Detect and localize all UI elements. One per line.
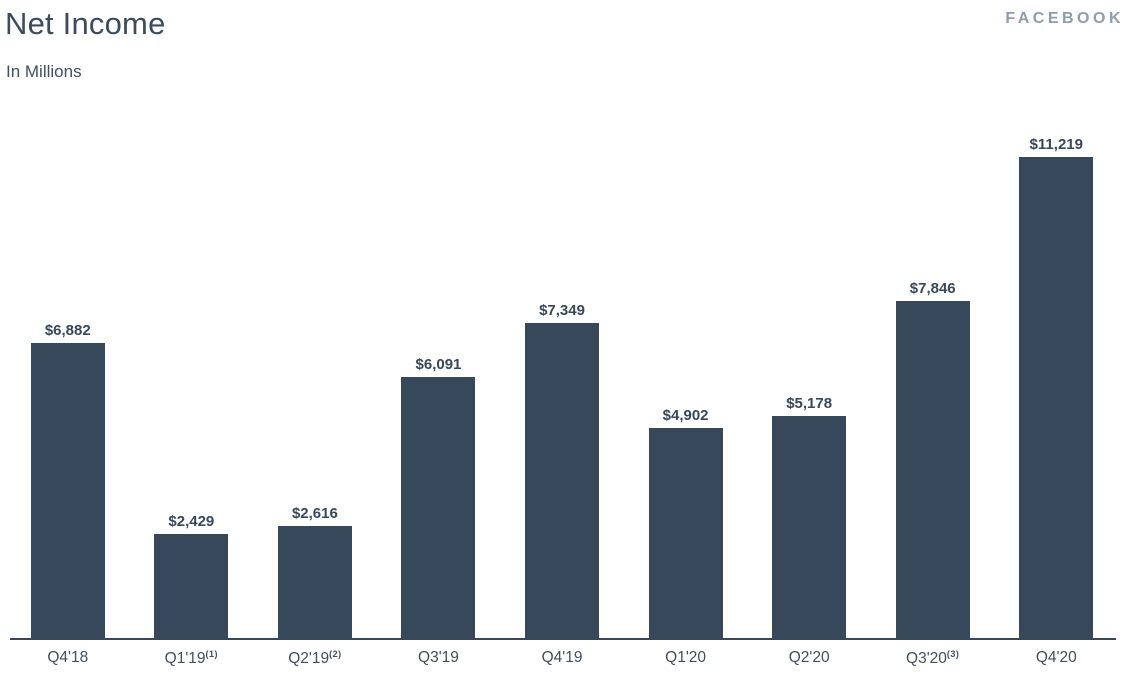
bar-value-label: $11,219 bbox=[1029, 136, 1083, 153]
tick-text: Q3'19 bbox=[418, 649, 459, 666]
bar bbox=[30, 343, 105, 638]
bar bbox=[401, 377, 476, 638]
page-title: Net Income bbox=[5, 6, 166, 41]
x-axis-tick-label: Q1'19(1) bbox=[130, 649, 254, 668]
bar bbox=[648, 428, 723, 638]
bar bbox=[772, 416, 847, 638]
bar-value-label: $7,349 bbox=[539, 302, 585, 319]
x-axis-tick-label: Q2'20 bbox=[747, 649, 871, 668]
x-axis-tick-label: Q4'20 bbox=[995, 649, 1119, 668]
bar-column: $2,616 bbox=[253, 505, 377, 638]
x-axis-tick-label: Q3'19 bbox=[377, 649, 501, 668]
x-axis-tick-label: Q1'20 bbox=[624, 649, 748, 668]
x-axis-tick-label: Q2'19(2) bbox=[253, 649, 377, 668]
x-axis-tick-label: Q4'19 bbox=[500, 649, 624, 668]
tick-text: Q4'18 bbox=[47, 649, 89, 666]
bar bbox=[154, 534, 229, 638]
bar bbox=[1019, 157, 1094, 638]
bar-column: $2,429 bbox=[130, 513, 254, 638]
bar-value-label: $6,091 bbox=[415, 356, 462, 373]
bar-value-label: $2,429 bbox=[168, 513, 215, 530]
bar-value-label: $6,882 bbox=[44, 322, 91, 339]
tick-text: Q1'20 bbox=[665, 649, 707, 666]
tick-text: Q4'20 bbox=[1035, 649, 1077, 666]
plot-area: $6,882 $2,429 $2,616 $6,091 $7,349 $4,902 $5,1… bbox=[6, 123, 1118, 638]
bar bbox=[525, 323, 600, 638]
tick-text: Q2'19 bbox=[288, 650, 330, 667]
bar-column: $11,219 bbox=[995, 136, 1119, 638]
bar-column: $7,349 bbox=[500, 302, 624, 638]
tick-footnote-superscript: (1) bbox=[205, 649, 219, 659]
page-subtitle: In Millions bbox=[6, 62, 82, 81]
x-axis-tick-label: Q4'18 bbox=[6, 649, 130, 668]
bar-column: $4,902 bbox=[624, 407, 748, 638]
bar-column: $5,178 bbox=[747, 395, 871, 638]
tick-text: Q1'19 bbox=[164, 650, 206, 667]
tick-text: Q2'20 bbox=[788, 649, 830, 666]
bar-value-label: $5,178 bbox=[786, 395, 833, 412]
x-axis-tick-label: Q3'20(3) bbox=[871, 649, 995, 668]
bar bbox=[277, 526, 352, 638]
bar-column: $6,882 bbox=[6, 322, 130, 638]
bar-column: $6,091 bbox=[377, 356, 501, 638]
tick-footnote-superscript: (2) bbox=[329, 649, 342, 659]
bar bbox=[895, 301, 970, 638]
x-axis-tick-row: Q4'18 Q1'19(1) Q2'19(2) Q3'19 Q4'19 Q1'20 Q2'2… bbox=[6, 649, 1118, 668]
tick-text: Q3'20 bbox=[906, 650, 947, 667]
tick-footnote-superscript: (3) bbox=[946, 649, 960, 659]
tick-text: Q4'19 bbox=[541, 649, 583, 666]
bar-value-label: $2,616 bbox=[291, 505, 338, 522]
bar-value-label: $7,846 bbox=[909, 280, 956, 297]
bar-column: $7,846 bbox=[871, 280, 995, 638]
x-axis-line bbox=[10, 638, 1116, 640]
bar-value-label: $4,902 bbox=[662, 407, 709, 424]
facebook-logo: FACEBOOK bbox=[1005, 10, 1124, 27]
net-income-bar-chart: $6,882 $2,429 $2,616 $6,091 $7,349 $4,902 $5,1… bbox=[6, 123, 1118, 668]
